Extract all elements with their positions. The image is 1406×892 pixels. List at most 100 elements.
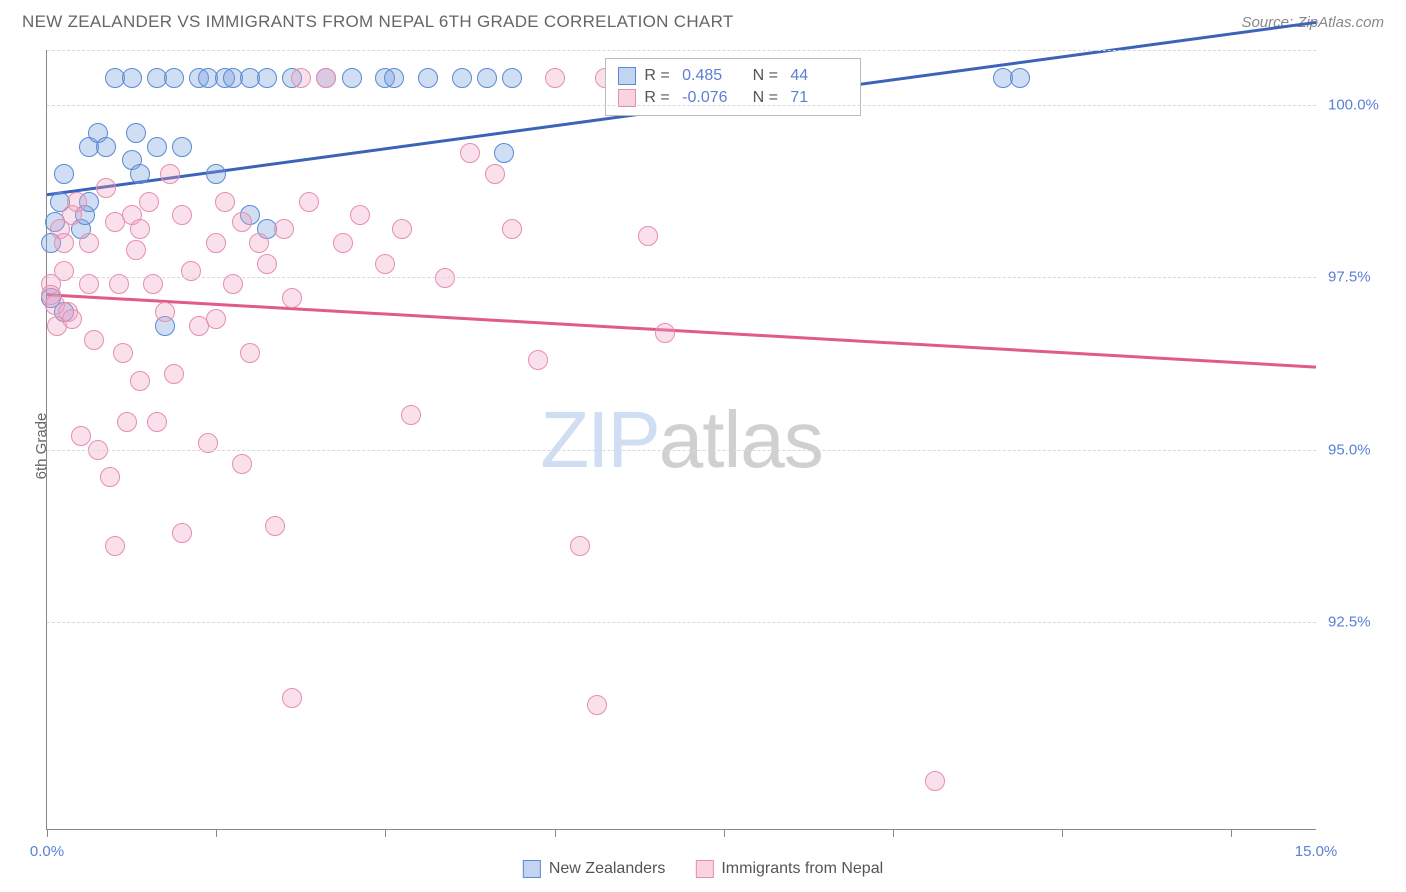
data-point (1010, 68, 1030, 88)
r-value-blue: 0.485 (682, 67, 740, 85)
data-point (587, 695, 607, 715)
data-point (172, 137, 192, 157)
series-legend: New Zealanders Immigrants from Nepal (523, 860, 883, 878)
data-point (232, 212, 252, 232)
data-point (570, 536, 590, 556)
data-point (206, 309, 226, 329)
data-point (113, 343, 133, 363)
data-point (206, 233, 226, 253)
data-point (418, 68, 438, 88)
data-point (545, 68, 565, 88)
y-tick-label: 95.0% (1328, 441, 1371, 458)
data-point (164, 364, 184, 384)
data-point (232, 454, 252, 474)
data-point (96, 137, 116, 157)
data-point (655, 323, 675, 343)
data-point (502, 219, 522, 239)
chart-title: NEW ZEALANDER VS IMMIGRANTS FROM NEPAL 6… (22, 12, 734, 32)
correlation-legend: R = 0.485 N = 44 R = -0.076 N = 71 (605, 58, 861, 116)
data-point (452, 68, 472, 88)
data-point (477, 68, 497, 88)
data-point (384, 68, 404, 88)
data-point (130, 164, 150, 184)
data-point (126, 240, 146, 260)
data-point (282, 688, 302, 708)
data-point (392, 219, 412, 239)
swatch-icon (695, 860, 713, 878)
plot-area (47, 50, 1316, 829)
gridline (47, 105, 1316, 106)
data-point (333, 233, 353, 253)
data-point (155, 302, 175, 322)
data-point (206, 164, 226, 184)
data-point (299, 192, 319, 212)
swatch-icon (618, 67, 636, 85)
data-point (257, 254, 277, 274)
data-point (164, 68, 184, 88)
data-point (139, 192, 159, 212)
data-point (316, 68, 336, 88)
data-point (71, 426, 91, 446)
data-point (147, 137, 167, 157)
data-point (240, 343, 260, 363)
data-point (172, 205, 192, 225)
data-point (117, 412, 137, 432)
legend-label: Immigrants from Nepal (721, 860, 883, 878)
x-tick-label: 15.0% (1295, 843, 1338, 860)
header-bar: NEW ZEALANDER VS IMMIGRANTS FROM NEPAL 6… (0, 0, 1406, 40)
data-point (401, 405, 421, 425)
data-point (122, 68, 142, 88)
n-value-blue: 44 (790, 67, 848, 85)
data-point (84, 330, 104, 350)
data-point (485, 164, 505, 184)
data-point (96, 178, 116, 198)
data-point (494, 143, 514, 163)
data-point (249, 233, 269, 253)
data-point (291, 68, 311, 88)
swatch-icon (523, 860, 541, 878)
data-point (130, 371, 150, 391)
data-point (638, 226, 658, 246)
data-point (925, 771, 945, 791)
data-point (342, 68, 362, 88)
data-point (350, 205, 370, 225)
data-point (375, 254, 395, 274)
y-tick-label: 97.5% (1328, 269, 1371, 286)
x-tick-label: 0.0% (30, 843, 64, 860)
scatter-chart: ZIPatlas R = 0.485 N = 44 R = -0.076 N =… (46, 50, 1316, 830)
data-point (130, 219, 150, 239)
data-point (257, 68, 277, 88)
source-label: Source: ZipAtlas.com (1241, 14, 1384, 31)
x-tick (1062, 829, 1063, 837)
data-point (79, 233, 99, 253)
gridline (47, 277, 1316, 278)
data-point (172, 523, 192, 543)
data-point (215, 192, 235, 212)
data-point (265, 516, 285, 536)
x-tick (47, 829, 48, 837)
data-point (274, 219, 294, 239)
data-point (62, 309, 82, 329)
x-tick (724, 829, 725, 837)
data-point (54, 164, 74, 184)
x-tick (1231, 829, 1232, 837)
legend-item: New Zealanders (523, 860, 666, 878)
gridline (47, 450, 1316, 451)
y-tick-label: 100.0% (1328, 97, 1379, 114)
data-point (126, 123, 146, 143)
x-tick (893, 829, 894, 837)
data-point (54, 233, 74, 253)
legend-row-blue: R = 0.485 N = 44 (618, 65, 848, 87)
legend-item: Immigrants from Nepal (695, 860, 883, 878)
data-point (282, 288, 302, 308)
data-point (502, 68, 522, 88)
data-point (160, 164, 180, 184)
data-point (105, 536, 125, 556)
data-point (147, 412, 167, 432)
x-tick (385, 829, 386, 837)
legend-label: New Zealanders (549, 860, 666, 878)
x-tick (555, 829, 556, 837)
data-point (67, 192, 87, 212)
y-tick-label: 92.5% (1328, 614, 1371, 631)
x-tick (216, 829, 217, 837)
